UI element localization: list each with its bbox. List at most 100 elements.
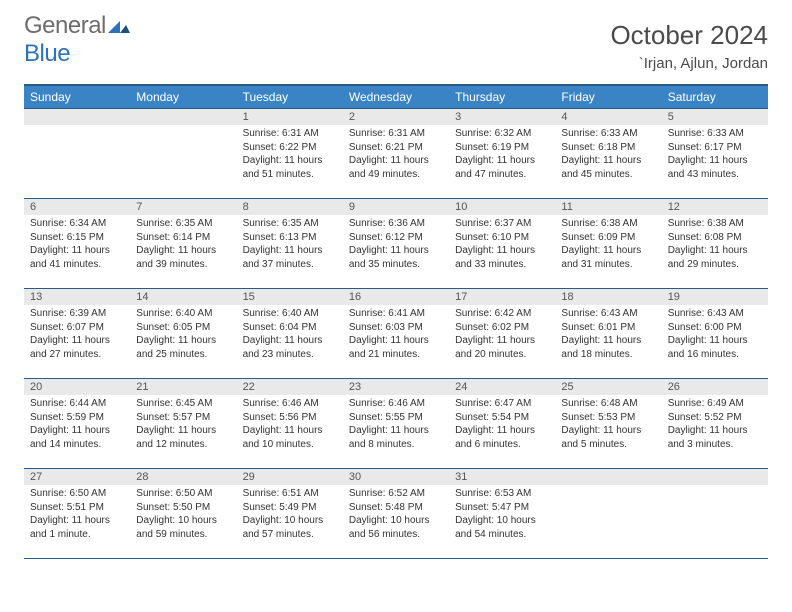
calendar-cell: 22Sunrise: 6:46 AMSunset: 5:56 PMDayligh… [237, 379, 343, 469]
logo: General Blue [24, 20, 130, 60]
calendar-cell: 11Sunrise: 6:38 AMSunset: 6:09 PMDayligh… [555, 199, 661, 289]
day-number: 13 [24, 289, 130, 305]
day-number: 19 [662, 289, 768, 305]
logo-word-general: General [24, 12, 106, 39]
logo-text: General Blue [24, 12, 130, 68]
day-header: Monday [130, 85, 236, 109]
calendar-cell: . [130, 109, 236, 199]
day-number: 20 [24, 379, 130, 395]
day-number: 31 [449, 469, 555, 485]
day-details: Sunrise: 6:31 AMSunset: 6:22 PMDaylight:… [237, 125, 343, 185]
day-number: 6 [24, 199, 130, 215]
day-details: Sunrise: 6:35 AMSunset: 6:14 PMDaylight:… [130, 215, 236, 275]
day-number: 23 [343, 379, 449, 395]
day-details: Sunrise: 6:34 AMSunset: 6:15 PMDaylight:… [24, 215, 130, 275]
day-details: Sunrise: 6:49 AMSunset: 5:52 PMDaylight:… [662, 395, 768, 455]
calendar-cell: 17Sunrise: 6:42 AMSunset: 6:02 PMDayligh… [449, 289, 555, 379]
day-details: Sunrise: 6:46 AMSunset: 5:55 PMDaylight:… [343, 395, 449, 455]
calendar-cell: 1Sunrise: 6:31 AMSunset: 6:22 PMDaylight… [237, 109, 343, 199]
day-number: 15 [237, 289, 343, 305]
calendar-cell: . [555, 469, 661, 559]
calendar-cell: 24Sunrise: 6:47 AMSunset: 5:54 PMDayligh… [449, 379, 555, 469]
day-details: Sunrise: 6:40 AMSunset: 6:05 PMDaylight:… [130, 305, 236, 365]
day-number: 26 [662, 379, 768, 395]
calendar-body: ..1Sunrise: 6:31 AMSunset: 6:22 PMDaylig… [24, 109, 768, 559]
calendar-head: SundayMondayTuesdayWednesdayThursdayFrid… [24, 85, 768, 109]
day-number: 12 [662, 199, 768, 215]
day-number: 8 [237, 199, 343, 215]
day-details: Sunrise: 6:36 AMSunset: 6:12 PMDaylight:… [343, 215, 449, 275]
calendar-week: 13Sunrise: 6:39 AMSunset: 6:07 PMDayligh… [24, 289, 768, 379]
day-details: Sunrise: 6:50 AMSunset: 5:50 PMDaylight:… [130, 485, 236, 545]
month-title: October 2024 [610, 20, 768, 51]
day-header: Thursday [449, 85, 555, 109]
day-number: 4 [555, 109, 661, 125]
calendar-cell: 27Sunrise: 6:50 AMSunset: 5:51 PMDayligh… [24, 469, 130, 559]
day-details: Sunrise: 6:38 AMSunset: 6:08 PMDaylight:… [662, 215, 768, 275]
day-details: Sunrise: 6:33 AMSunset: 6:18 PMDaylight:… [555, 125, 661, 185]
day-details: Sunrise: 6:33 AMSunset: 6:17 PMDaylight:… [662, 125, 768, 185]
day-details: Sunrise: 6:52 AMSunset: 5:48 PMDaylight:… [343, 485, 449, 545]
calendar-cell: 8Sunrise: 6:35 AMSunset: 6:13 PMDaylight… [237, 199, 343, 289]
calendar-cell: 23Sunrise: 6:46 AMSunset: 5:55 PMDayligh… [343, 379, 449, 469]
day-details: Sunrise: 6:32 AMSunset: 6:19 PMDaylight:… [449, 125, 555, 185]
calendar-cell: 3Sunrise: 6:32 AMSunset: 6:19 PMDaylight… [449, 109, 555, 199]
day-number: 1 [237, 109, 343, 125]
day-details: Sunrise: 6:46 AMSunset: 5:56 PMDaylight:… [237, 395, 343, 455]
title-block: October 2024 `Irjan, Ajlun, Jordan [610, 20, 768, 72]
calendar-cell: 10Sunrise: 6:37 AMSunset: 6:10 PMDayligh… [449, 199, 555, 289]
calendar-cell: 20Sunrise: 6:44 AMSunset: 5:59 PMDayligh… [24, 379, 130, 469]
day-details: Sunrise: 6:47 AMSunset: 5:54 PMDaylight:… [449, 395, 555, 455]
calendar-cell: 13Sunrise: 6:39 AMSunset: 6:07 PMDayligh… [24, 289, 130, 379]
calendar-week: ..1Sunrise: 6:31 AMSunset: 6:22 PMDaylig… [24, 109, 768, 199]
day-number: 22 [237, 379, 343, 395]
calendar-week: 27Sunrise: 6:50 AMSunset: 5:51 PMDayligh… [24, 469, 768, 559]
day-number: 9 [343, 199, 449, 215]
calendar-cell: 25Sunrise: 6:48 AMSunset: 5:53 PMDayligh… [555, 379, 661, 469]
day-header: Tuesday [237, 85, 343, 109]
calendar-cell: 28Sunrise: 6:50 AMSunset: 5:50 PMDayligh… [130, 469, 236, 559]
day-number: 30 [343, 469, 449, 485]
day-number: 10 [449, 199, 555, 215]
calendar-week: 6Sunrise: 6:34 AMSunset: 6:15 PMDaylight… [24, 199, 768, 289]
day-details: Sunrise: 6:42 AMSunset: 6:02 PMDaylight:… [449, 305, 555, 365]
page: General Blue October 2024 `Irjan, Ajlun,… [0, 0, 792, 559]
calendar-cell: 5Sunrise: 6:33 AMSunset: 6:17 PMDaylight… [662, 109, 768, 199]
day-header: Friday [555, 85, 661, 109]
day-details: Sunrise: 6:31 AMSunset: 6:21 PMDaylight:… [343, 125, 449, 185]
location: `Irjan, Ajlun, Jordan [610, 55, 768, 72]
calendar-table: SundayMondayTuesdayWednesdayThursdayFrid… [24, 84, 768, 559]
calendar-cell: 7Sunrise: 6:35 AMSunset: 6:14 PMDaylight… [130, 199, 236, 289]
day-number: 3 [449, 109, 555, 125]
day-details: Sunrise: 6:41 AMSunset: 6:03 PMDaylight:… [343, 305, 449, 365]
day-number: 25 [555, 379, 661, 395]
day-details: Sunrise: 6:44 AMSunset: 5:59 PMDaylight:… [24, 395, 130, 455]
day-details: Sunrise: 6:37 AMSunset: 6:10 PMDaylight:… [449, 215, 555, 275]
day-number: 14 [130, 289, 236, 305]
calendar-cell: 12Sunrise: 6:38 AMSunset: 6:08 PMDayligh… [662, 199, 768, 289]
day-details: Sunrise: 6:45 AMSunset: 5:57 PMDaylight:… [130, 395, 236, 455]
day-header: Sunday [24, 85, 130, 109]
day-number: 2 [343, 109, 449, 125]
day-details: Sunrise: 6:38 AMSunset: 6:09 PMDaylight:… [555, 215, 661, 275]
day-details: Sunrise: 6:43 AMSunset: 6:00 PMDaylight:… [662, 305, 768, 365]
day-details: Sunrise: 6:50 AMSunset: 5:51 PMDaylight:… [24, 485, 130, 545]
calendar-cell: . [662, 469, 768, 559]
calendar-cell: 2Sunrise: 6:31 AMSunset: 6:21 PMDaylight… [343, 109, 449, 199]
calendar-cell: 6Sunrise: 6:34 AMSunset: 6:15 PMDaylight… [24, 199, 130, 289]
calendar-cell: 18Sunrise: 6:43 AMSunset: 6:01 PMDayligh… [555, 289, 661, 379]
day-number: 28 [130, 469, 236, 485]
calendar-cell: . [24, 109, 130, 199]
day-details: Sunrise: 6:35 AMSunset: 6:13 PMDaylight:… [237, 215, 343, 275]
calendar-cell: 19Sunrise: 6:43 AMSunset: 6:00 PMDayligh… [662, 289, 768, 379]
day-header-row: SundayMondayTuesdayWednesdayThursdayFrid… [24, 85, 768, 109]
calendar-cell: 21Sunrise: 6:45 AMSunset: 5:57 PMDayligh… [130, 379, 236, 469]
day-details: Sunrise: 6:53 AMSunset: 5:47 PMDaylight:… [449, 485, 555, 545]
day-details: Sunrise: 6:39 AMSunset: 6:07 PMDaylight:… [24, 305, 130, 365]
calendar-cell: 9Sunrise: 6:36 AMSunset: 6:12 PMDaylight… [343, 199, 449, 289]
calendar-cell: 14Sunrise: 6:40 AMSunset: 6:05 PMDayligh… [130, 289, 236, 379]
day-number: 21 [130, 379, 236, 395]
day-details: Sunrise: 6:40 AMSunset: 6:04 PMDaylight:… [237, 305, 343, 365]
day-number: 16 [343, 289, 449, 305]
day-number: 27 [24, 469, 130, 485]
